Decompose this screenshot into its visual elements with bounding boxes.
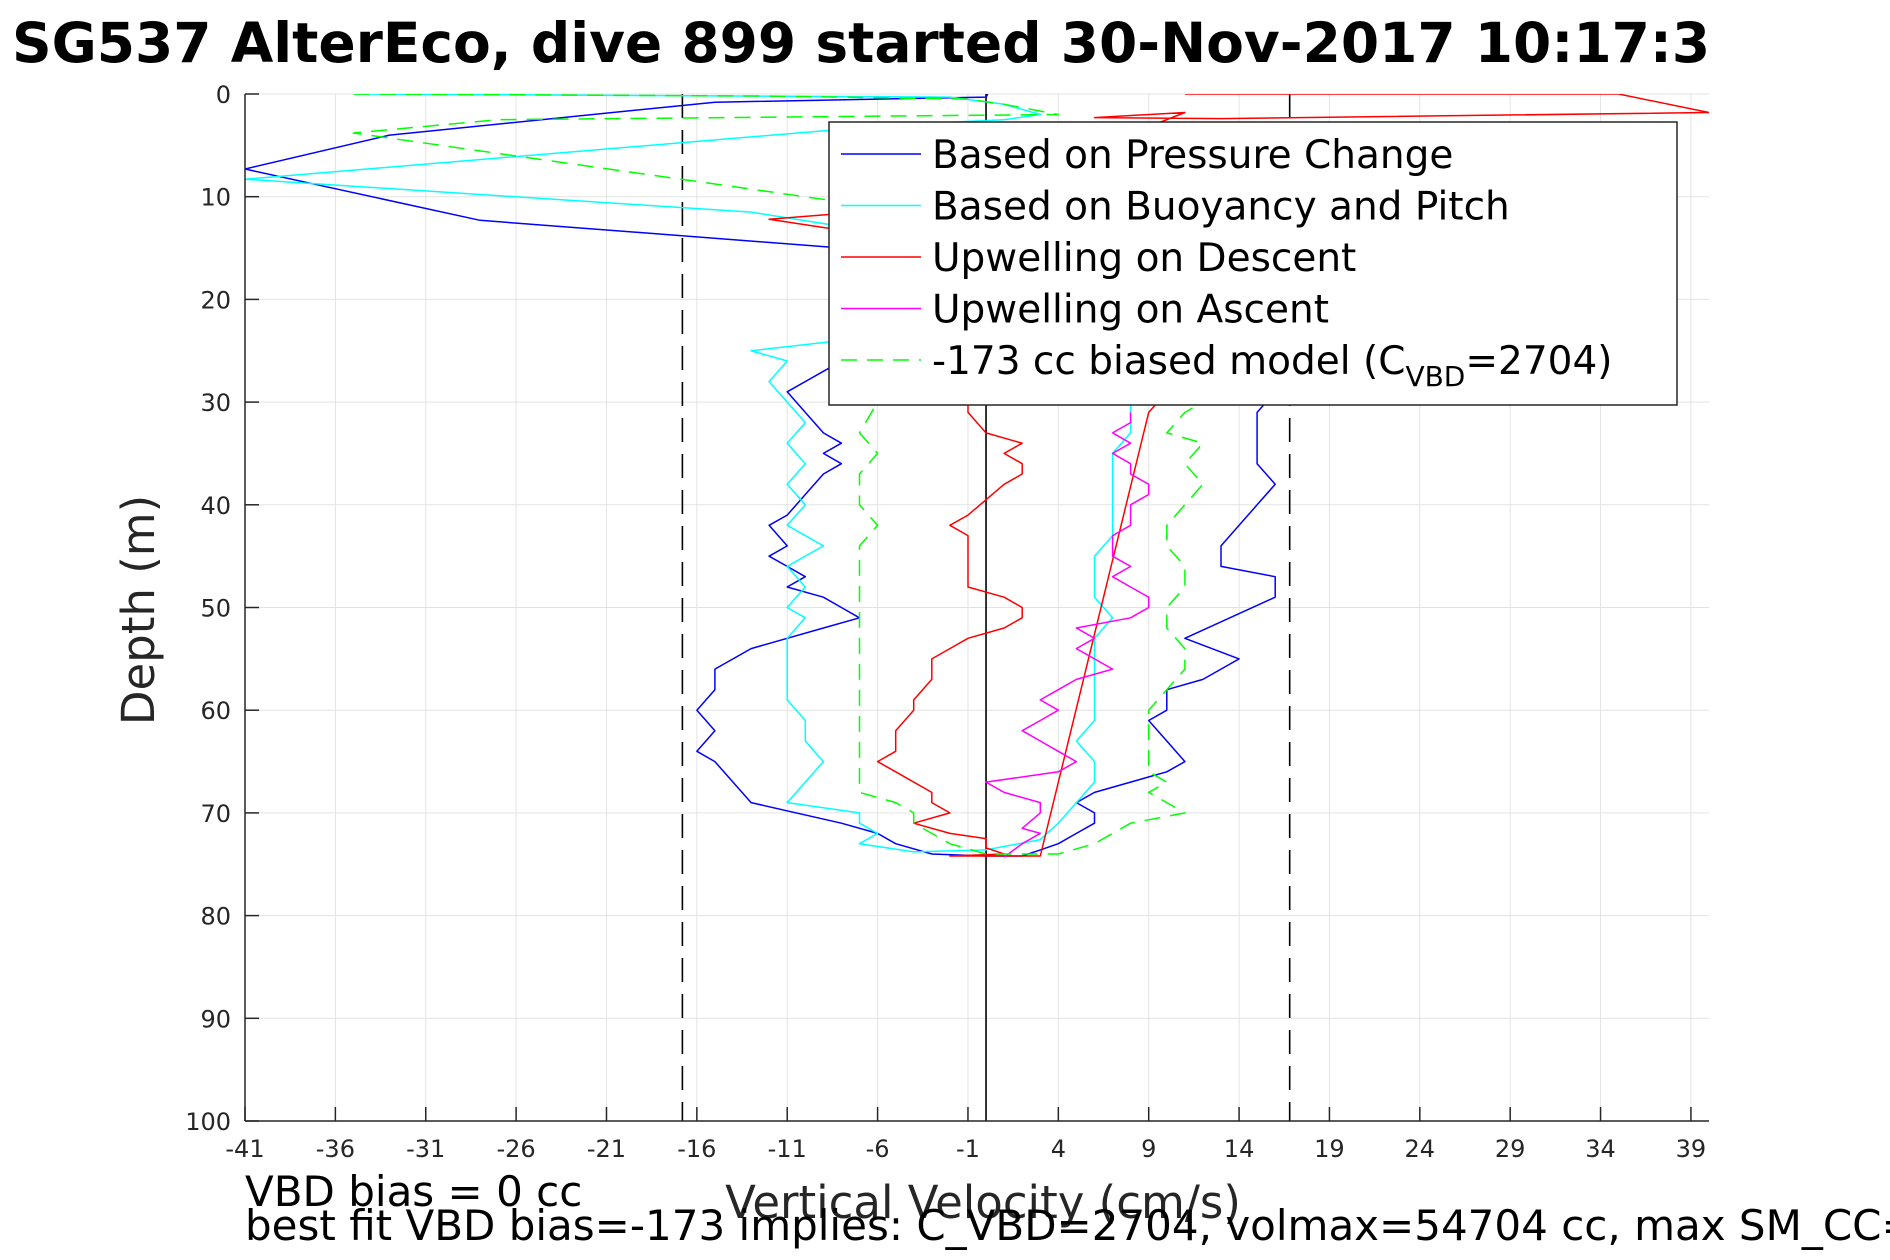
x-tick-label: 14 — [1224, 1135, 1255, 1163]
x-tick-label: -16 — [677, 1135, 716, 1163]
y-tick-label: 0 — [216, 81, 231, 109]
series-line-1 — [245, 94, 1276, 857]
x-tick-label: -6 — [866, 1135, 890, 1163]
y-tick-label: 50 — [200, 595, 231, 623]
y-tick-label: 70 — [200, 800, 231, 828]
x-tick-label: 39 — [1676, 1135, 1707, 1163]
x-tick-label: 24 — [1405, 1135, 1436, 1163]
x-tick-label: 34 — [1585, 1135, 1616, 1163]
series-line-4 — [985, 412, 1150, 858]
chart-title: SG537 AlterEco, dive 899 started 30-Nov-… — [12, 11, 1710, 75]
x-tick-label: 4 — [1051, 1135, 1066, 1163]
x-tick-label: -11 — [768, 1135, 807, 1163]
x-tick-label: -26 — [497, 1135, 536, 1163]
x-tick-label: -36 — [316, 1135, 355, 1163]
legend-label-4: Upwelling on Ascent — [932, 288, 1329, 333]
x-tick-label: -31 — [406, 1135, 445, 1163]
legend-label-2: Based on Buoyancy and Pitch — [932, 185, 1510, 230]
y-tick-labels: 0 10 20 30 40 50 60 70 80 90 100 — [185, 81, 231, 1136]
x-tick-label: 19 — [1314, 1135, 1345, 1163]
legend-label-3: Upwelling on Descent — [932, 236, 1356, 281]
y-tick-label: 80 — [200, 903, 231, 931]
legend: Based on Pressure Change Based on Buoyanc… — [828, 121, 1678, 406]
y-tick-label: 60 — [200, 697, 231, 725]
x-tick-label: -1 — [956, 1135, 980, 1163]
footer-line-2: best fit VBD bias=-173 implies: C_VBD=27… — [245, 1201, 1890, 1250]
y-tick-label: 90 — [200, 1005, 231, 1033]
x-tick-labels: -41 -36 -31 -26 -21 -16 -11 -6 -1 4 9 14 19 24 29 34 39 — [225, 1135, 1706, 1163]
legend-box — [828, 121, 1678, 406]
y-tick-label: 10 — [200, 184, 231, 212]
y-tick-label: 100 — [185, 1108, 231, 1136]
axes — [244, 93, 1709, 1122]
x-axis-label: Vertical Velocity (cm/s) — [725, 1176, 1241, 1229]
legend-label-5: -173 cc biased model (CVBD=2704) — [932, 339, 1613, 393]
x-tick-label: 9 — [1141, 1135, 1156, 1163]
x-tick-label: 29 — [1495, 1135, 1526, 1163]
y-tick-label: 20 — [200, 286, 231, 314]
x-tick-label: -21 — [587, 1135, 626, 1163]
legend-label-1: Based on Pressure Change — [932, 133, 1453, 178]
y-axis-label: Depth (m) — [112, 495, 165, 725]
y-tick-label: 30 — [200, 389, 231, 417]
y-tick-label: 40 — [200, 492, 231, 520]
x-tick-label: -41 — [225, 1135, 264, 1163]
footer-line-1: VBD bias = 0 cc — [245, 1167, 582, 1216]
